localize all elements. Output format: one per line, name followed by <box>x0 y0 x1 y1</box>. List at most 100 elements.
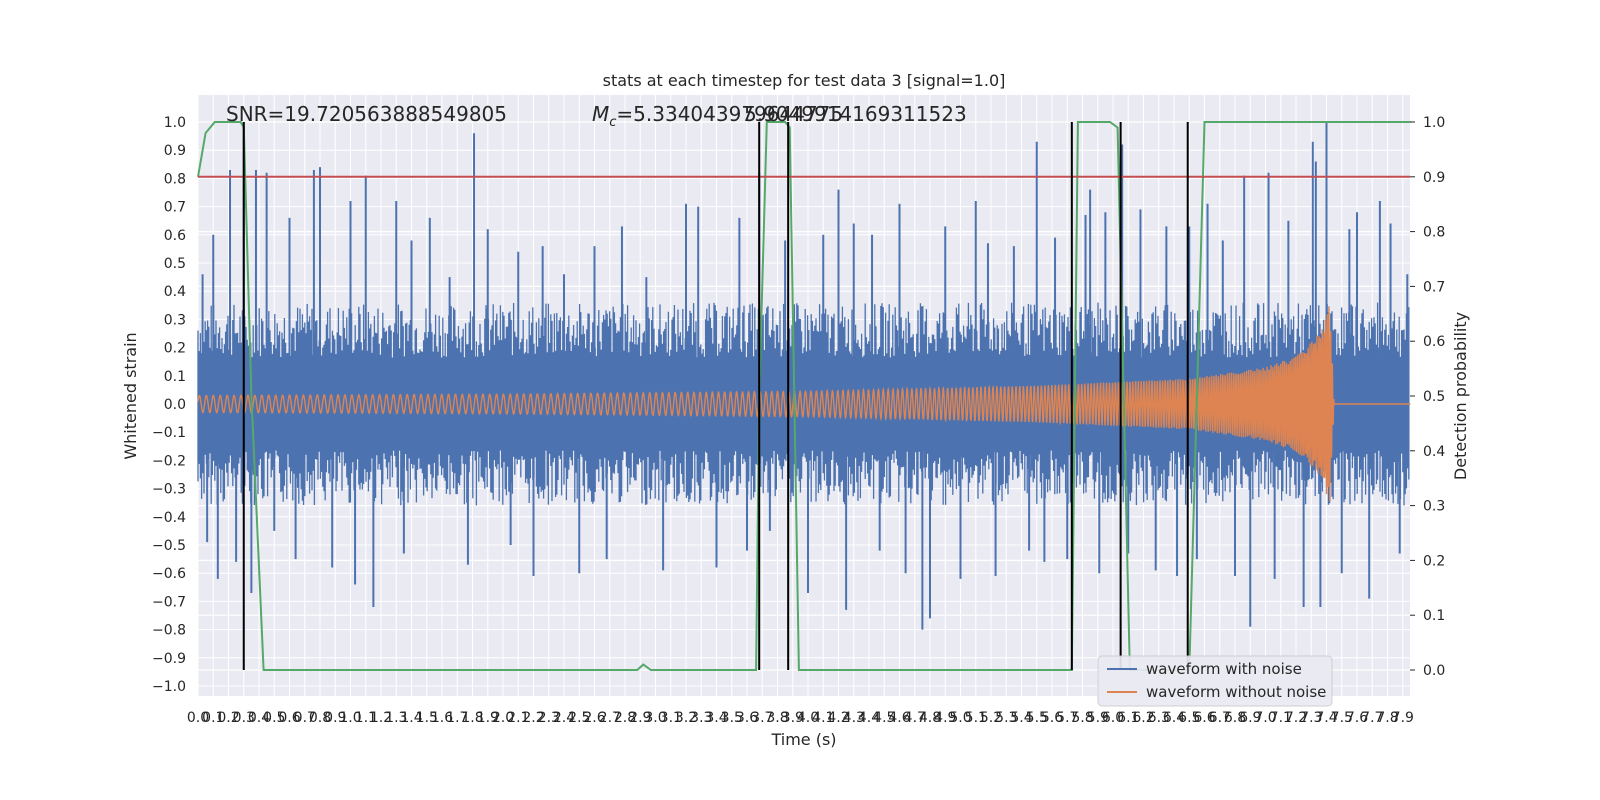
vertical-markers <box>242 122 1189 670</box>
x-tick-label: 1.2 <box>370 710 392 726</box>
x-tick-label: 7.3 <box>1300 710 1322 726</box>
x-tick-label: 4.3 <box>843 710 865 726</box>
x-tick-label: 3.5 <box>721 710 743 726</box>
x-tick-label: 4.4 <box>858 710 880 726</box>
x-tick-label: 7.2 <box>1285 710 1307 726</box>
y-tick-label: 0.6 <box>164 228 186 244</box>
x-tick-label: 5.0 <box>949 710 971 726</box>
y2-tick-label: 0.2 <box>1423 553 1445 569</box>
y2-tick-label: 0.8 <box>1423 225 1445 241</box>
x-tick-label: 6.0 <box>1102 710 1124 726</box>
y-tick-label: 0.7 <box>164 200 186 216</box>
series-waveform-with-noise <box>197 122 1410 630</box>
x-tick-label: 7.4 <box>1315 710 1337 726</box>
x-tick-label: 7.7 <box>1361 710 1383 726</box>
y-tick-label: −0.2 <box>152 453 186 469</box>
x-tick-label: 4.9 <box>934 710 956 726</box>
x-tick-label: 4.7 <box>904 710 926 726</box>
x-tick-label: 4.5 <box>873 710 895 726</box>
series-waveform-without-noise <box>197 306 1411 502</box>
y-tick-label: −0.9 <box>152 651 186 667</box>
x-tick-label: 3.6 <box>736 710 758 726</box>
x-tick-label: 2.6 <box>583 710 605 726</box>
x-tick-label: 6.2 <box>1132 710 1154 726</box>
legend-box <box>1097 655 1333 707</box>
y-tick-label: 0.0 <box>164 397 186 413</box>
x-tick-label: 7.1 <box>1270 710 1292 726</box>
y-tick-label: 0.3 <box>164 312 186 328</box>
legend: waveform with noise waveform without noi… <box>1097 655 1333 707</box>
y-tick-label: −0.7 <box>152 594 186 610</box>
x-tick-label: 7.0 <box>1254 710 1276 726</box>
x-tick-label: 4.6 <box>888 710 910 726</box>
y-tick-label: −0.4 <box>152 510 186 526</box>
x-tick-label: 1.3 <box>385 710 407 726</box>
y-tick-label: 1.0 <box>164 115 186 131</box>
x-tick-label: 3.3 <box>690 710 712 726</box>
x-tick-label: 3.8 <box>766 710 788 726</box>
y-tick-label: 0.4 <box>164 284 186 300</box>
mc-symbol: M <box>592 102 609 126</box>
x-tick-label: 2.7 <box>599 710 621 726</box>
y-tick-label: −0.5 <box>152 538 186 554</box>
y2-tick-label: 0.6 <box>1423 334 1445 350</box>
x-tick-label: 2.9 <box>629 710 651 726</box>
x-tick-label: 5.8 <box>1071 710 1093 726</box>
y2-tick-label: 0.3 <box>1423 499 1445 515</box>
x-tick-label: 6.7 <box>1209 710 1231 726</box>
x-axis-ticks: 0.00.10.20.30.40.50.60.70.80.91.01.11.21… <box>187 710 1414 726</box>
y2-tick-label: 1.0 <box>1423 115 1445 131</box>
x-tick-label: 1.4 <box>400 710 422 726</box>
x-tick-label: 6.1 <box>1117 710 1139 726</box>
y2-axis-label: Detection probability <box>1451 312 1470 480</box>
mc-annotation: Mc=5.334043979644775 <box>592 102 843 130</box>
x-tick-label: 1.5 <box>416 710 438 726</box>
x-tick-label: 3.7 <box>751 710 773 726</box>
x-tick-label: 1.8 <box>461 710 483 726</box>
x-tick-label: 2.5 <box>568 710 590 726</box>
x-tick-label: 3.9 <box>782 710 804 726</box>
x-tick-label: 0.3 <box>233 710 255 726</box>
mc-value: =5.334043979644775 <box>616 102 843 126</box>
y2-tick-label: 0.5 <box>1423 389 1445 405</box>
x-tick-label: 0.7 <box>294 710 316 726</box>
x-tick-label: 1.6 <box>431 710 453 726</box>
y-tick-label: 0.8 <box>164 171 186 187</box>
series-detection-probability <box>197 121 1411 671</box>
x-tick-label: 6.4 <box>1163 710 1185 726</box>
x-tick-label: 4.2 <box>827 710 849 726</box>
x-tick-label: 4.8 <box>919 710 941 726</box>
probability-line <box>197 121 1411 671</box>
mc-subscript: c <box>609 115 616 130</box>
x-tick-label: 7.5 <box>1331 710 1353 726</box>
y2-tick-label: 0.0 <box>1423 663 1445 679</box>
y-tick-label: 0.9 <box>164 143 186 159</box>
x-tick-label: 3.1 <box>660 710 682 726</box>
x-tick-label: 7.9 <box>1392 710 1414 726</box>
x-tick-label: 5.3 <box>995 710 1017 726</box>
x-tick-label: 2.3 <box>538 710 560 726</box>
x-tick-label: 4.0 <box>797 710 819 726</box>
overlap-annotation: 5.9049914169311523 <box>744 102 967 126</box>
y-axis-ticks: 1.0 0.9 0.8 0.7 0.6 0.5 0.4 0.3 0.2 0.1 0.0 −0.1 −0.… <box>152 115 186 695</box>
x-tick-label: 6.3 <box>1148 710 1170 726</box>
x-tick-label: 0.8 <box>309 710 331 726</box>
x-tick-label: 3.4 <box>705 710 727 726</box>
x-tick-label: 5.2 <box>980 710 1002 726</box>
y2-tick-label: 0.1 <box>1423 608 1445 624</box>
x-tick-label: 3.0 <box>644 710 666 726</box>
x-tick-label: 5.4 <box>1010 710 1032 726</box>
y-tick-label: −0.6 <box>152 566 186 582</box>
snr-annotation: SNR=19.720563888549805 <box>226 102 507 126</box>
x-tick-label: 5.1 <box>965 710 987 726</box>
y2-axis-ticks: 1.0 0.9 0.8 0.7 0.6 0.5 0.4 0.3 0.2 0.1 0.0 <box>1410 115 1445 679</box>
x-tick-label: 7.6 <box>1346 710 1368 726</box>
x-tick-label: 2.1 <box>507 710 529 726</box>
clean-waveform-line <box>197 306 1411 502</box>
y-tick-label: 0.5 <box>164 256 186 272</box>
x-axis-label: Time (s) <box>770 730 836 749</box>
x-tick-label: 0.2 <box>217 710 239 726</box>
x-tick-label: 6.6 <box>1193 710 1215 726</box>
x-tick-label: 1.0 <box>339 710 361 726</box>
